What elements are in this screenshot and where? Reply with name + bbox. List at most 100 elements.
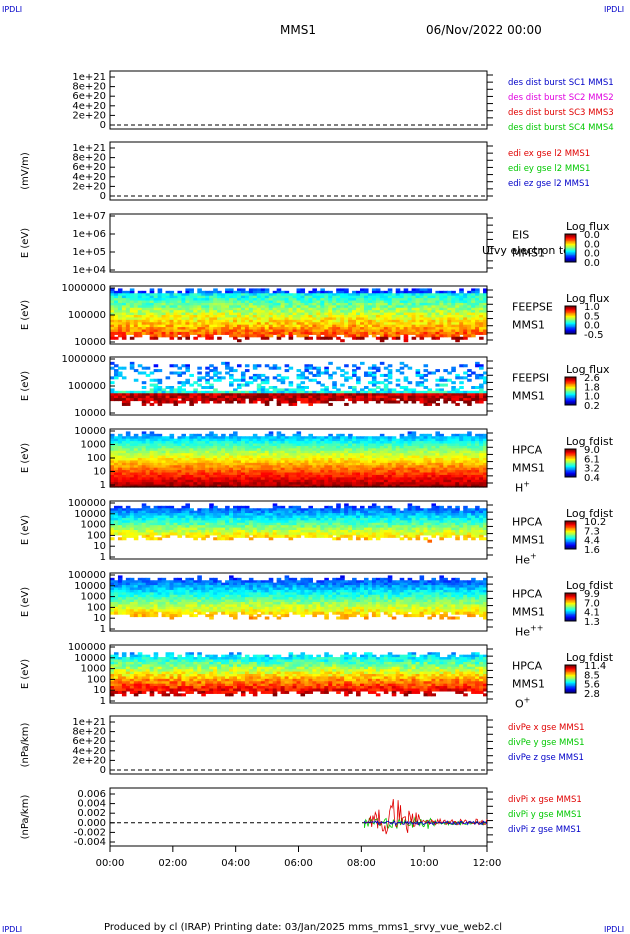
heatmap-cell — [260, 458, 266, 462]
heatmap-cell — [379, 390, 385, 394]
heatmap-cell — [221, 450, 226, 454]
heatmap-cell — [463, 376, 468, 380]
heatmap-cell — [312, 474, 317, 478]
heatmap-cell — [121, 319, 127, 323]
heatmap-cell — [117, 293, 123, 297]
heatmap-cell — [125, 472, 131, 476]
heatmap-cell — [371, 324, 377, 328]
heatmap-cell — [149, 470, 155, 474]
heatmap-cell — [451, 327, 456, 331]
heatmap-cell — [328, 484, 333, 488]
heatmap-cell — [475, 361, 480, 365]
heatmap-cell — [276, 460, 282, 464]
heatmap-cell — [153, 395, 159, 399]
heatmap-cell — [383, 438, 389, 442]
heatmap-cell — [415, 477, 421, 481]
heatmap-cell — [300, 290, 306, 294]
heatmap-cell — [415, 305, 421, 309]
heatmap-cell — [367, 398, 373, 402]
heatmap-cell — [236, 383, 242, 387]
heatmap-cell — [403, 441, 409, 445]
heatmap-cell — [225, 455, 230, 459]
heatmap-cell — [316, 336, 321, 340]
heatmap-cell — [415, 436, 421, 440]
heatmap-cell — [165, 448, 171, 452]
heatmap-cell — [288, 470, 294, 474]
heatmap-cell — [133, 331, 139, 335]
heatmap-cell — [479, 298, 484, 302]
heatmap-cell — [467, 402, 472, 406]
heatmap-cell — [451, 334, 456, 338]
heatmap-cell — [447, 290, 452, 294]
colorbar-band — [565, 453, 576, 456]
heatmap-cell — [252, 393, 258, 397]
heatmap-cell — [244, 455, 250, 459]
heatmap-cell — [145, 436, 151, 440]
heatmap-cell — [423, 458, 429, 462]
heatmap-cell — [379, 381, 385, 385]
heatmap-cell — [264, 295, 270, 299]
heatmap-cell — [276, 334, 282, 338]
heatmap-cell — [229, 290, 234, 294]
heatmap-cell — [288, 329, 294, 333]
heatmap-cell — [363, 450, 369, 454]
heatmap-cell — [463, 443, 468, 447]
heatmap-cell — [300, 390, 306, 394]
heatmap-cell — [296, 293, 302, 297]
heatmap-cell — [399, 472, 405, 476]
heatmap-cell — [256, 470, 262, 474]
heatmap-cell — [177, 371, 183, 375]
heatmap-cell — [324, 290, 329, 294]
heatmap-cell — [213, 329, 218, 333]
heatmap-cell — [427, 319, 433, 323]
heatmap-cell — [276, 450, 282, 454]
heatmap-cell — [240, 293, 246, 297]
heatmap-cell — [149, 305, 155, 309]
heatmap-cell — [427, 443, 433, 447]
heatmap-cell — [189, 295, 194, 299]
heatmap-cell — [320, 470, 325, 474]
heatmap-cell — [375, 390, 381, 394]
heatmap-cell — [320, 477, 325, 481]
heatmap-cell — [113, 336, 119, 340]
heatmap-cell — [153, 336, 159, 340]
heatmap-cell — [296, 477, 302, 481]
heatmap-cell — [332, 295, 337, 299]
heatmap-cell — [276, 302, 282, 306]
heatmap-cell — [387, 400, 393, 404]
heatmap-cell — [451, 443, 456, 447]
heatmap-cell — [217, 393, 222, 397]
heatmap-cell — [324, 443, 329, 447]
heatmap-cell — [356, 479, 361, 483]
heatmap-cell — [360, 295, 365, 299]
heatmap-cell — [443, 470, 448, 474]
heatmap-cell — [221, 441, 226, 445]
heatmap-cell — [292, 319, 298, 323]
heatmap-cell — [300, 465, 306, 469]
heatmap-cell — [169, 390, 175, 394]
heatmap-cell — [360, 329, 365, 333]
heatmap-cell — [173, 448, 179, 452]
heatmap-cell — [443, 383, 448, 387]
heatmap-cell — [205, 433, 210, 437]
heatmap-cell — [300, 322, 306, 326]
heatmap-cell — [233, 450, 238, 454]
heatmap-cell — [280, 322, 286, 326]
heatmap-cell — [225, 479, 230, 483]
heatmap-cell — [296, 450, 302, 454]
heatmap-cell — [415, 298, 421, 302]
heatmap-cell — [229, 288, 234, 292]
heatmap-cell — [193, 317, 198, 321]
heatmap-cell — [415, 331, 421, 335]
heatmap-cell — [463, 450, 468, 454]
heatmap-cell — [280, 307, 286, 311]
heatmap-cell — [113, 438, 119, 442]
heatmap-cell — [153, 438, 159, 442]
heatmap-cell — [165, 393, 171, 397]
heatmap-cell — [145, 467, 151, 471]
heatmap-cell — [411, 336, 417, 340]
heatmap-cell — [117, 441, 123, 445]
heatmap-cell — [185, 290, 190, 294]
heatmap-cell — [375, 315, 381, 319]
heatmap-cell — [395, 305, 401, 309]
